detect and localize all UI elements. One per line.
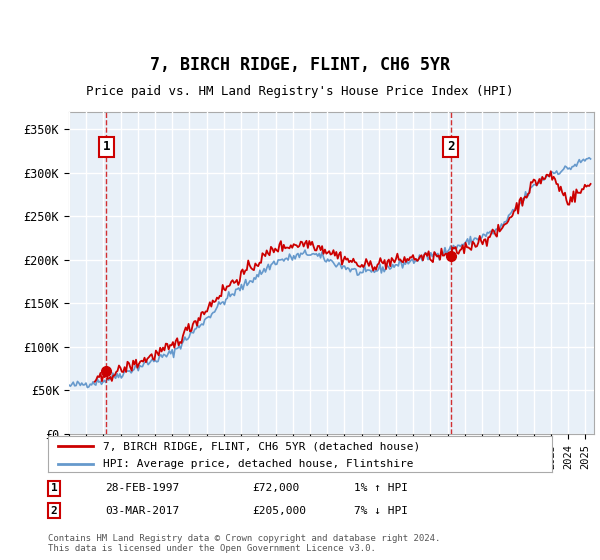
Text: 7% ↓ HPI: 7% ↓ HPI — [354, 506, 408, 516]
Text: 7, BIRCH RIDGE, FLINT, CH6 5YR: 7, BIRCH RIDGE, FLINT, CH6 5YR — [150, 56, 450, 74]
Text: 1: 1 — [103, 141, 110, 153]
Text: 2: 2 — [447, 141, 454, 153]
Text: £72,000: £72,000 — [252, 483, 299, 493]
Text: Contains HM Land Registry data © Crown copyright and database right 2024.
This d: Contains HM Land Registry data © Crown c… — [48, 534, 440, 553]
Text: 2: 2 — [50, 506, 58, 516]
Text: 1: 1 — [50, 483, 58, 493]
Text: Price paid vs. HM Land Registry's House Price Index (HPI): Price paid vs. HM Land Registry's House … — [86, 85, 514, 98]
Text: 28-FEB-1997: 28-FEB-1997 — [105, 483, 179, 493]
Text: 7, BIRCH RIDGE, FLINT, CH6 5YR (detached house): 7, BIRCH RIDGE, FLINT, CH6 5YR (detached… — [103, 441, 421, 451]
Text: 1% ↑ HPI: 1% ↑ HPI — [354, 483, 408, 493]
Text: HPI: Average price, detached house, Flintshire: HPI: Average price, detached house, Flin… — [103, 459, 414, 469]
Text: 03-MAR-2017: 03-MAR-2017 — [105, 506, 179, 516]
Text: £205,000: £205,000 — [252, 506, 306, 516]
